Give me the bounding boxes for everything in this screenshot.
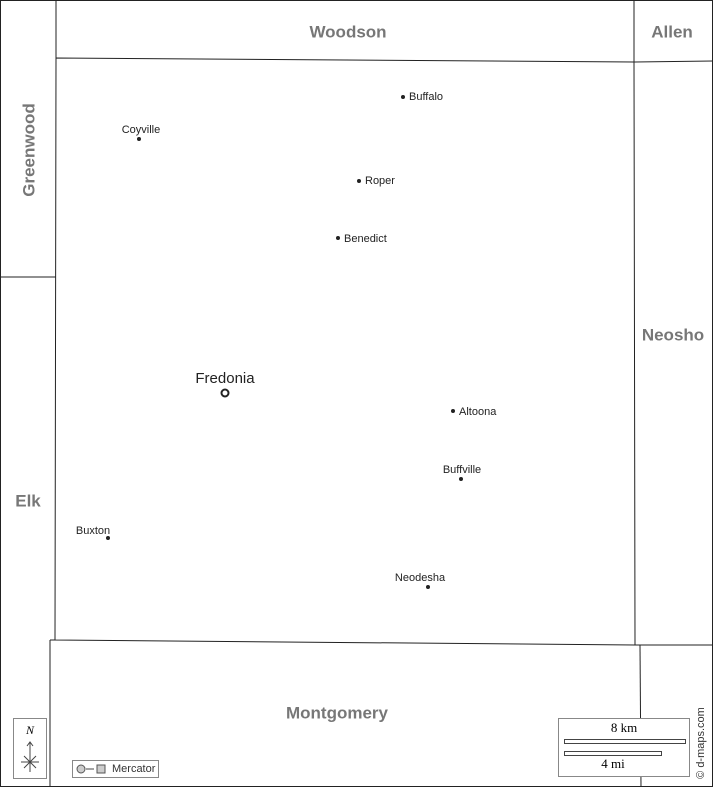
town-label: Roper	[365, 175, 395, 187]
seat-marker	[220, 388, 230, 398]
town-label: Buxton	[76, 525, 110, 537]
projection-box	[72, 760, 159, 778]
county-label: Woodson	[309, 22, 386, 41]
county-border	[54, 57, 636, 646]
projection-label: Mercator	[112, 763, 156, 775]
town-label: Buffalo	[409, 91, 443, 103]
border	[633, 60, 713, 63]
town-marker	[137, 137, 141, 141]
projection-icon	[96, 764, 106, 774]
county-label: Greenwood	[19, 103, 38, 197]
town-label: Altoona	[459, 406, 497, 418]
county-label: Elk	[15, 491, 41, 510]
scale-bar	[564, 751, 662, 756]
county-label: Allen	[651, 22, 693, 41]
scale-bar	[564, 739, 686, 744]
compass	[21, 741, 39, 772]
projection-icon	[76, 764, 86, 774]
town-label: Buffville	[443, 464, 481, 476]
seat-label: Fredonia	[195, 370, 255, 387]
town-marker	[451, 409, 455, 413]
town-marker	[336, 236, 340, 240]
compass-label: N	[25, 723, 35, 737]
county-label: Montgomery	[286, 703, 389, 722]
town-marker	[106, 536, 110, 540]
credit: © d-maps.com	[695, 707, 707, 779]
town-marker	[357, 179, 361, 183]
town-label: Benedict	[344, 233, 387, 245]
scale-box	[558, 718, 690, 777]
town-label: Coyville	[122, 124, 161, 136]
county-label: Neosho	[642, 325, 704, 344]
town-marker	[401, 95, 405, 99]
scale-label: 4 mi	[601, 756, 625, 771]
town-label: Neodesha	[395, 572, 446, 584]
scale-label: 8 km	[611, 720, 637, 735]
town-marker	[459, 477, 463, 481]
town-marker	[426, 585, 430, 589]
